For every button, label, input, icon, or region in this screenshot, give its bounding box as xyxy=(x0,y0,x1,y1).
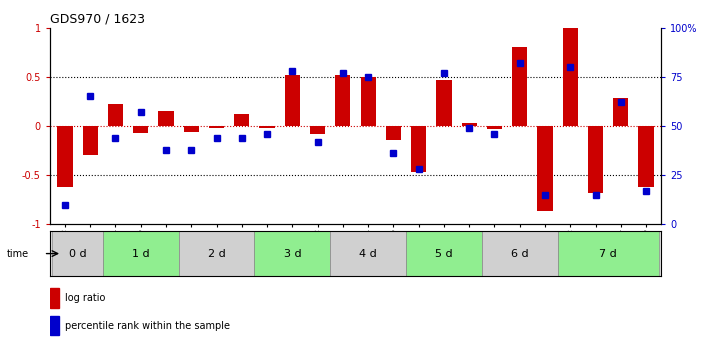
Bar xyxy=(108,104,123,126)
Bar xyxy=(53,231,103,276)
Bar xyxy=(178,231,255,276)
Bar xyxy=(159,111,173,126)
Text: 0 d: 0 d xyxy=(69,249,86,258)
Bar xyxy=(255,231,330,276)
Bar xyxy=(562,28,578,126)
Bar xyxy=(557,231,658,276)
Bar xyxy=(411,126,427,172)
Bar xyxy=(82,126,98,155)
Bar xyxy=(538,126,552,211)
Bar xyxy=(310,126,325,134)
Bar xyxy=(406,231,482,276)
Text: time: time xyxy=(7,249,29,258)
Bar xyxy=(638,126,653,187)
Bar xyxy=(330,231,406,276)
Bar xyxy=(234,114,250,126)
Bar xyxy=(103,231,178,276)
Bar xyxy=(58,126,73,187)
Text: 4 d: 4 d xyxy=(359,249,377,258)
Bar xyxy=(260,126,274,128)
Bar xyxy=(209,126,224,128)
Bar xyxy=(487,126,502,129)
Bar xyxy=(613,98,629,126)
Bar xyxy=(461,123,477,126)
Text: 1 d: 1 d xyxy=(132,249,149,258)
Text: 5 d: 5 d xyxy=(435,249,453,258)
Text: GDS970 / 1623: GDS970 / 1623 xyxy=(50,12,145,25)
Text: log ratio: log ratio xyxy=(65,293,105,303)
Bar xyxy=(336,75,351,126)
Bar xyxy=(437,80,451,126)
Bar xyxy=(360,77,375,126)
Text: 6 d: 6 d xyxy=(511,249,528,258)
Bar xyxy=(50,316,59,335)
Bar xyxy=(50,288,59,308)
Text: 3 d: 3 d xyxy=(284,249,301,258)
Bar xyxy=(183,126,199,132)
Bar xyxy=(386,126,401,140)
Bar xyxy=(512,47,528,126)
Text: 2 d: 2 d xyxy=(208,249,225,258)
Bar xyxy=(284,75,300,126)
Text: 7 d: 7 d xyxy=(599,249,617,258)
Bar xyxy=(588,126,603,193)
Bar xyxy=(482,231,557,276)
Text: percentile rank within the sample: percentile rank within the sample xyxy=(65,321,230,331)
Bar xyxy=(133,126,149,133)
